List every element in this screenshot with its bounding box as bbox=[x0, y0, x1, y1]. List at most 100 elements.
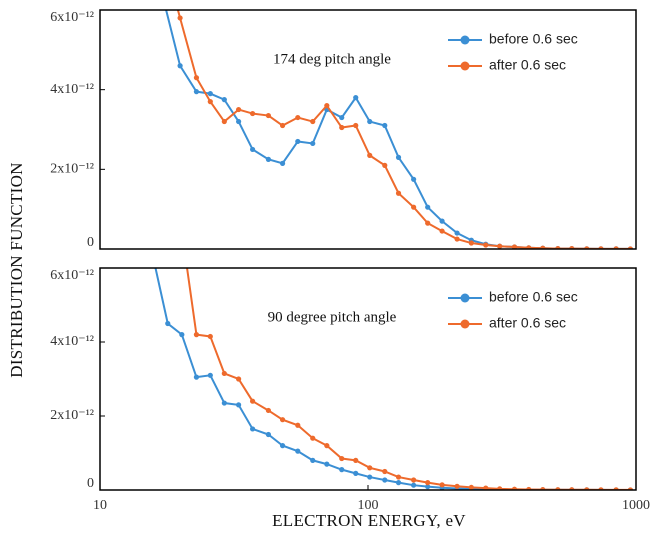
data-point bbox=[339, 114, 345, 121]
data-point bbox=[265, 156, 272, 162]
data-point bbox=[193, 89, 200, 95]
data-point bbox=[425, 484, 431, 490]
data-point bbox=[265, 431, 272, 438]
data-point bbox=[310, 118, 316, 125]
data-point bbox=[207, 372, 213, 378]
data-point bbox=[353, 457, 359, 463]
y-tick-label: 6x10⁻¹² bbox=[50, 10, 94, 25]
data-point bbox=[411, 477, 417, 483]
data-point bbox=[382, 477, 388, 483]
data-point bbox=[193, 75, 200, 81]
data-point bbox=[540, 245, 546, 249]
legend-marker bbox=[460, 293, 470, 303]
data-point bbox=[411, 176, 417, 182]
series-line bbox=[186, 268, 631, 490]
data-point bbox=[497, 243, 503, 249]
data-point bbox=[395, 154, 402, 160]
data-point bbox=[236, 118, 242, 125]
data-point bbox=[179, 228, 184, 233]
data-point bbox=[295, 138, 301, 145]
y-tick-label: 2x10⁻¹² bbox=[50, 408, 94, 423]
plot-area bbox=[141, 210, 633, 490]
y-tick-label: 0 bbox=[87, 235, 94, 250]
data-point bbox=[395, 480, 402, 486]
data-point bbox=[279, 443, 286, 449]
data-point bbox=[468, 240, 474, 246]
data-point bbox=[295, 422, 301, 428]
y-tick-label: 0 bbox=[87, 476, 94, 491]
data-point bbox=[439, 228, 445, 234]
data-point bbox=[279, 122, 286, 129]
data-point bbox=[193, 374, 200, 380]
data-point bbox=[439, 218, 445, 224]
data-point bbox=[483, 242, 489, 248]
legend-label: after 0.6 sec bbox=[489, 57, 566, 73]
data-point bbox=[411, 482, 417, 488]
data-point bbox=[526, 486, 532, 490]
data-point bbox=[177, 15, 183, 21]
legend-label: before 0.6 sec bbox=[489, 31, 578, 47]
data-point bbox=[511, 244, 518, 249]
data-point bbox=[411, 204, 417, 210]
legend-label: before 0.6 sec bbox=[489, 289, 578, 305]
data-point bbox=[236, 376, 242, 382]
x-tick-label: 100 bbox=[358, 498, 379, 513]
legend-marker bbox=[460, 61, 470, 71]
data-point bbox=[295, 114, 301, 121]
data-point bbox=[310, 140, 316, 147]
data-point bbox=[367, 152, 373, 158]
data-point bbox=[207, 99, 213, 105]
data-point bbox=[236, 402, 242, 408]
y-axis-label: DISTRIBUTION FUNCTION bbox=[7, 162, 26, 378]
data-point bbox=[353, 95, 359, 101]
data-point bbox=[141, 210, 146, 215]
data-point bbox=[425, 204, 431, 210]
annotation: 174 deg pitch angle bbox=[273, 51, 391, 67]
data-point bbox=[207, 91, 213, 97]
data-point bbox=[395, 474, 402, 480]
data-point bbox=[511, 486, 518, 490]
plot-frame bbox=[99, 267, 637, 491]
data-point bbox=[425, 480, 431, 486]
data-point bbox=[310, 435, 316, 441]
legend-label: after 0.6 sec bbox=[489, 315, 566, 331]
legend-marker bbox=[460, 35, 470, 45]
data-point bbox=[265, 112, 272, 119]
data-point bbox=[324, 461, 330, 467]
data-point bbox=[425, 220, 431, 226]
data-point bbox=[249, 110, 256, 117]
data-point bbox=[339, 467, 345, 473]
legend-marker bbox=[460, 319, 470, 329]
plot-frame bbox=[99, 9, 637, 250]
data-point bbox=[483, 485, 489, 490]
data-point bbox=[454, 236, 460, 242]
data-point bbox=[279, 417, 286, 423]
data-point bbox=[279, 160, 286, 166]
data-point bbox=[382, 468, 388, 475]
data-point bbox=[468, 484, 474, 490]
data-point bbox=[221, 400, 227, 406]
data-point bbox=[249, 398, 256, 404]
data-point bbox=[353, 470, 359, 476]
data-point bbox=[265, 407, 272, 414]
y-tick-label: 6x10⁻¹² bbox=[50, 268, 94, 283]
data-point bbox=[221, 370, 227, 377]
data-point bbox=[339, 124, 345, 131]
y-tick-label: 4x10⁻¹² bbox=[50, 334, 94, 349]
data-point bbox=[454, 230, 460, 236]
data-point bbox=[382, 122, 388, 129]
data-point bbox=[165, 320, 171, 327]
data-point bbox=[324, 443, 330, 449]
data-point bbox=[339, 455, 345, 462]
data-point bbox=[382, 162, 388, 168]
data-point bbox=[221, 97, 227, 103]
data-point bbox=[497, 486, 503, 490]
data-point bbox=[221, 118, 227, 125]
y-tick-label: 2x10⁻¹² bbox=[50, 162, 94, 177]
data-point bbox=[324, 103, 330, 109]
y-tick-label: 4x10⁻¹² bbox=[50, 82, 94, 97]
data-point bbox=[193, 332, 200, 338]
data-point bbox=[295, 448, 301, 454]
annotation: 90 degree pitch angle bbox=[268, 309, 397, 325]
